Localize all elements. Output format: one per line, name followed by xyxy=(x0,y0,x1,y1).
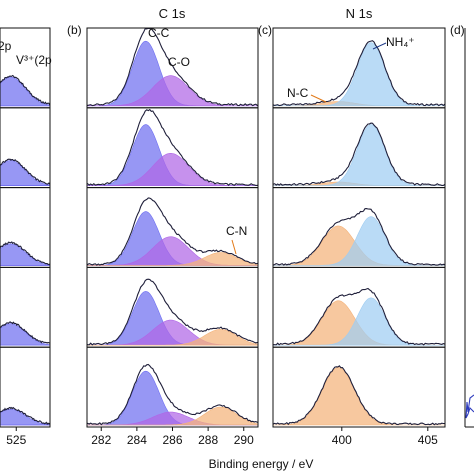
panel-b-annotation-co: C-O xyxy=(168,55,190,69)
panel-a-curves xyxy=(0,74,50,426)
panel-c-row-1-peak-2 xyxy=(273,42,445,107)
panel-b-row-4 xyxy=(87,278,258,346)
panel-b-row-2 xyxy=(87,108,258,186)
panel-c-row-5-frame xyxy=(272,346,446,428)
panel-b-tick-label-4: 288 xyxy=(198,433,218,447)
panel-b-row-3 xyxy=(87,197,258,266)
panel-b-row-2-peak-2 xyxy=(87,152,258,186)
panel-b-row-3-peak-3 xyxy=(87,252,258,266)
panel-c-ticks: 400 405 xyxy=(332,427,438,447)
panel-a: 525 2p V³⁺(2p xyxy=(0,27,52,447)
panel-c-title: N 1s xyxy=(346,6,373,21)
panel-a-row-2-envelope xyxy=(0,158,50,185)
panel-c-row-3-peak-2 xyxy=(273,216,445,266)
x-axis-label: Binding energy / eV xyxy=(209,457,314,471)
panel-c-tick-label-1: 400 xyxy=(332,433,352,447)
panel-a-row-2 xyxy=(0,158,50,186)
panel-c-row-3 xyxy=(273,208,445,266)
panel-b-row-5-envelope xyxy=(87,363,258,426)
panel-c-row-5 xyxy=(273,365,445,426)
panel-b-row-1 xyxy=(87,28,258,107)
panel-b-annotation-cc: C-C xyxy=(148,26,170,40)
panel-b-row-3-peak-2 xyxy=(87,236,258,266)
panel-c-tick-label-2: 405 xyxy=(418,433,438,447)
panel-a-row-4 xyxy=(0,321,50,346)
panel-a-ticks: 525 xyxy=(6,427,27,447)
panel-b-row-5 xyxy=(87,363,258,426)
panel-b-tick-label-1: 282 xyxy=(91,433,111,447)
panel-a-row-2-peak-3 xyxy=(0,160,50,186)
panel-c-row-2 xyxy=(273,122,445,186)
panel-b-label: (b) xyxy=(67,23,82,37)
panel-b-row-1-peak-2 xyxy=(87,75,258,107)
panel-d-label: (d) xyxy=(450,23,465,37)
panel-a-frame xyxy=(0,27,51,428)
panel-d: (d) xyxy=(450,23,474,428)
panel-c-row-1-envelope xyxy=(273,40,445,107)
panel-a-row-4-envelope xyxy=(0,321,50,344)
panel-a-row-5-envelope xyxy=(0,406,50,425)
panel-a-row-5 xyxy=(0,406,50,426)
panel-c-row-5-peak-1 xyxy=(273,367,445,426)
panel-b-annotation-cn-pointer xyxy=(231,239,237,255)
panel-b-tick-label-3: 286 xyxy=(162,433,182,447)
panel-a-row-3-envelope xyxy=(0,241,50,265)
panel-b: (b) C 1s 282 284 286 288 290 C-C C-O C-N xyxy=(67,6,259,447)
panel-c-row-2-envelope xyxy=(273,122,445,186)
panel-d-curve xyxy=(465,394,474,419)
panel-c-row-4 xyxy=(273,287,445,346)
panel-b-row-2-envelope xyxy=(87,108,258,186)
panel-a-row-4-peak-3 xyxy=(0,323,50,346)
panel-a-row-5-peak-3 xyxy=(0,408,50,426)
panel-a-tick-label-1: 525 xyxy=(6,433,26,447)
panel-a-row-1-peak-3 xyxy=(0,76,50,107)
panel-c-annotation-nc: N-C xyxy=(287,86,309,100)
panel-b-row-1-envelope xyxy=(87,28,258,107)
panel-c-annotation-nh4-pointer xyxy=(372,42,387,50)
panel-b-title: C 1s xyxy=(159,6,186,21)
panel-b-row-3-envelope xyxy=(87,197,258,266)
panel-a-row-3 xyxy=(0,241,50,266)
panel-c-annotation-nc-pointer xyxy=(310,94,327,103)
panel-b-frame xyxy=(86,27,259,428)
panel-c-row-3-envelope xyxy=(273,208,445,266)
panel-c-row-4-envelope xyxy=(273,287,445,346)
panel-c-row-5-envelope xyxy=(273,365,445,426)
panel-b-tick-label-2: 284 xyxy=(127,433,147,447)
panel-b-tick-label-5: 290 xyxy=(234,433,254,447)
panel-a-row-1 xyxy=(0,74,50,107)
panel-b-ticks: 282 284 286 288 290 xyxy=(91,427,254,447)
panel-c: (c) N 1s 400 405 N-C NH₄⁺ xyxy=(258,6,446,447)
panel-a-annotation-v3-text: V³⁺(2p xyxy=(16,53,52,67)
panel-c-row-1 xyxy=(273,40,445,107)
panel-b-curves xyxy=(87,28,258,426)
panel-c-curves xyxy=(273,40,445,426)
panel-a-row-1-envelope xyxy=(0,74,50,106)
panel-c-frame xyxy=(272,27,446,428)
panel-a-annotation-v3: V³⁺(2p xyxy=(16,53,52,67)
panel-a-row-5-frame xyxy=(0,346,51,428)
panel-c-row-4-peak-2 xyxy=(273,297,445,346)
panel-a-row-3-peak-3 xyxy=(0,243,50,266)
panel-c-annotation-nh4: NH₄⁺ xyxy=(386,35,415,49)
panel-b-row-4-peak-2 xyxy=(87,319,258,346)
panel-a-annotation-2p: 2p xyxy=(0,39,12,53)
panel-b-annotation-cn: C-N xyxy=(226,224,247,238)
panel-c-row-2-peak-2 xyxy=(273,124,445,186)
panel-b-row-5-peak-3 xyxy=(87,406,258,426)
panel-b-row-4-envelope xyxy=(87,278,258,346)
panel-c-label: (c) xyxy=(258,23,272,37)
